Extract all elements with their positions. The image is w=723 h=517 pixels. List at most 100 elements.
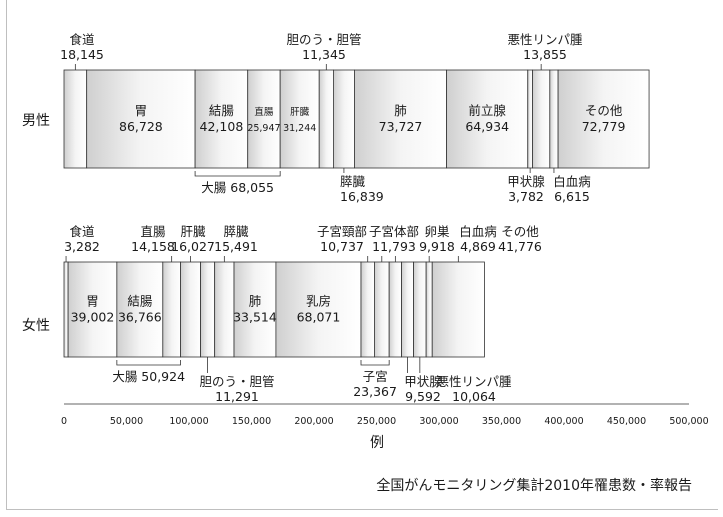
segment-labels: 食道18,145胃86,728結腸42,108直腸25,947肝臓31,244胆… xyxy=(60,32,625,404)
bar-segment-female-食道 xyxy=(63,261,69,358)
x-tick-label: 150,000 xyxy=(232,416,271,427)
segment-name-label: 甲状腺 xyxy=(404,374,442,389)
segment-name-label: 食道 xyxy=(69,32,95,47)
segment-name-label: 子宮頸部 xyxy=(317,224,367,239)
segment-name-label: 食道 xyxy=(69,224,95,239)
bar-segment-female-結腸 xyxy=(116,261,164,358)
segment-name-label: 胆のう・胆管 xyxy=(286,32,361,47)
bar-segment-female-肝臓 xyxy=(180,261,201,358)
bar-segment-female-乳房 xyxy=(275,261,362,358)
segment-value-label: 3,282 xyxy=(64,239,100,254)
segment-name-label: 膵臓 xyxy=(223,224,249,239)
chart-frame xyxy=(6,0,718,510)
bracket-colorectal xyxy=(194,171,281,177)
segment-name-label: 肝臓 xyxy=(180,224,206,239)
segment-name-label: その他 xyxy=(585,103,623,118)
bar-segment-male-甲状腺 xyxy=(527,69,533,169)
bars xyxy=(63,69,650,358)
x-tick-label: 250,000 xyxy=(357,416,396,427)
x-tick-label: 0 xyxy=(61,416,67,427)
bar-segment-female-卵巣 xyxy=(388,261,402,358)
bar-segment-female-悪性リンパ腫 xyxy=(413,261,427,358)
bar-segment-male-食道 xyxy=(63,69,88,169)
segment-name-label: 前立腺 xyxy=(468,103,506,118)
bar-segment-female-直腸 xyxy=(162,261,181,358)
x-tick-label: 450,000 xyxy=(607,416,646,427)
segment-value-label: 31,244 xyxy=(283,123,316,134)
bar-segment-male-肺 xyxy=(354,69,448,169)
segment-name-label: 胃 xyxy=(86,294,99,309)
segment-name-label: その他 xyxy=(501,224,539,239)
bar-segment-male-直腸 xyxy=(247,69,281,169)
bracket-colorectal-label: 大腸 50,924 xyxy=(112,369,185,384)
bracket-uterus xyxy=(360,360,390,366)
segment-value-label: 9,592 xyxy=(405,389,441,404)
segment-name-label: 悪性リンパ腫 xyxy=(436,374,512,389)
segment-name-label: 卵巣 xyxy=(424,224,450,239)
segment-value-label: 72,779 xyxy=(582,119,626,134)
segment-value-label: 42,108 xyxy=(200,119,244,134)
segment-name-label: 胆のう・胆管 xyxy=(199,374,274,389)
segment-value-label: 11,291 xyxy=(215,389,259,404)
segment-value-label: 73,727 xyxy=(379,119,423,134)
segment-value-label: 10,064 xyxy=(452,389,496,404)
x-tick-label: 350,000 xyxy=(482,416,521,427)
segment-name-label: 悪性リンパ腫 xyxy=(507,32,583,47)
segment-value-label: 6,615 xyxy=(554,189,590,204)
segment-name-label: 肝臓 xyxy=(290,107,310,118)
bar-segment-male-肝臓 xyxy=(279,69,320,169)
bracket-colorectal-label: 大腸 68,055 xyxy=(201,180,274,195)
segment-value-label: 9,918 xyxy=(419,239,455,254)
bar-segment-male-膵臓 xyxy=(332,69,355,169)
x-tick-label: 500,000 xyxy=(669,416,708,427)
segment-value-label: 13,855 xyxy=(523,47,567,62)
bar-segment-male-胃 xyxy=(86,69,196,169)
bar-segment-female-胆のう-胆管 xyxy=(200,261,216,358)
segment-value-label: 18,145 xyxy=(60,47,104,62)
segment-value-label: 64,934 xyxy=(465,119,509,134)
segment-name-label: 結腸 xyxy=(209,103,235,118)
segment-name-label: 胃 xyxy=(135,103,148,118)
bar-segment-male-前立腺 xyxy=(446,69,529,169)
bar-segment-female-子宮体部 xyxy=(374,261,390,358)
segment-value-label: 68,071 xyxy=(297,310,341,325)
segment-value-label: 11,345 xyxy=(302,47,346,62)
bar-segment-female-白血病 xyxy=(425,261,433,358)
bar-segment-male-その他 xyxy=(557,69,650,169)
segment-name-label: 肺 xyxy=(249,294,262,309)
bracket-colorectal xyxy=(116,360,181,366)
bar-segment-female-膵臓 xyxy=(214,261,235,358)
segment-value-label: 3,782 xyxy=(508,189,544,204)
segment-value-label: 11,793 xyxy=(372,239,416,254)
segment-name-label: 膵臓 xyxy=(340,174,366,189)
x-axis-label: 例 xyxy=(370,435,384,451)
bracket-uterus-name: 子宮 xyxy=(363,369,388,384)
bar-segment-female-胃 xyxy=(67,261,118,358)
x-tick-label: 300,000 xyxy=(419,416,458,427)
x-tick-label: 200,000 xyxy=(294,416,333,427)
x-tick-label: 100,000 xyxy=(169,416,208,427)
source-note: 全国がんモニタリング集計2010年罹患数・率報告 xyxy=(376,477,692,494)
x-tick-label: 400,000 xyxy=(544,416,583,427)
bar-segment-female-その他 xyxy=(431,261,485,358)
segment-value-label: 15,491 xyxy=(214,239,258,254)
segment-name-label: 甲状腺 xyxy=(507,174,545,189)
segment-value-label: 4,869 xyxy=(460,239,496,254)
group-label-female: 女性 xyxy=(22,317,50,334)
segment-name-label: 直腸 xyxy=(140,224,166,239)
bar-segment-female-子宮頸部 xyxy=(360,261,375,358)
segment-value-label: 14,158 xyxy=(131,239,175,254)
segment-value-label: 16,839 xyxy=(340,189,384,204)
segment-value-label: 10,737 xyxy=(320,239,364,254)
bar-segment-male-胆のう-胆管 xyxy=(318,69,334,169)
segment-value-label: 86,728 xyxy=(119,119,163,134)
group-label-male: 男性 xyxy=(22,113,50,129)
segment-name-label: 乳房 xyxy=(306,294,331,309)
x-tick-label: 50,000 xyxy=(110,416,143,427)
segment-value-label: 16,027 xyxy=(171,239,215,254)
bar-segment-female-肺 xyxy=(233,261,277,358)
bracket-uterus-value: 23,367 xyxy=(353,384,397,399)
segment-name-label: 直腸 xyxy=(254,106,274,118)
bar-segment-male-白血病 xyxy=(549,69,559,169)
